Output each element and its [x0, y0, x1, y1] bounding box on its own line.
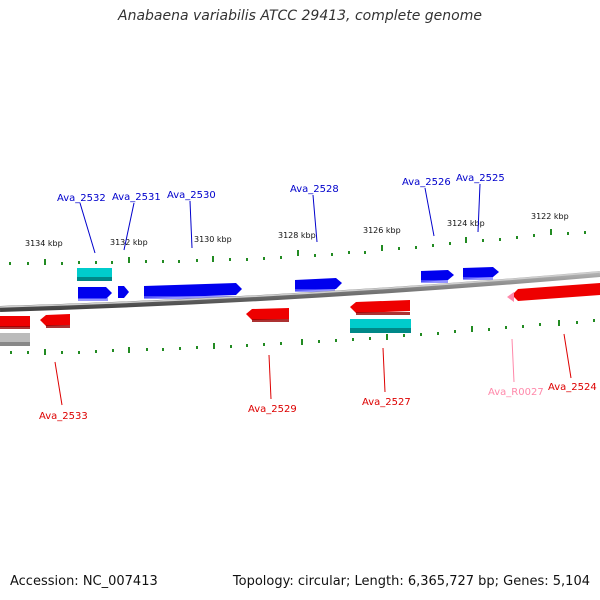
gene-ava-2528[interactable]: [295, 278, 342, 291]
gene-label-ava-2525[interactable]: Ava_2525: [456, 173, 505, 184]
scale-label: 3124 kbp: [447, 219, 485, 228]
gene-ava-2525[interactable]: [463, 267, 499, 279]
gene-ava-2526[interactable]: [421, 270, 454, 282]
leader-lines-top: [79, 183, 481, 254]
gene-label-ava-2533[interactable]: Ava_2533: [39, 411, 88, 422]
gene-label-ava-2526[interactable]: Ava_2526: [402, 177, 451, 188]
gene-label-ava-2529[interactable]: Ava_2529: [248, 404, 297, 415]
gene-ava-2524[interactable]: [512, 283, 600, 301]
feature-trna[interactable]: [507, 292, 514, 302]
scale-label: 3130 kbp: [194, 235, 232, 244]
feature-rna-top[interactable]: [77, 268, 112, 281]
scale-ticks-top: [9, 229, 586, 265]
gene-ava-2527[interactable]: [350, 300, 410, 313]
leader-line: [382, 347, 386, 393]
scale-label: 3128 kbp: [278, 231, 316, 240]
forward-genes: [78, 267, 499, 299]
scale-label: 3122 kbp: [531, 212, 569, 221]
leader-line: [268, 354, 272, 400]
scale-label: 3132 kbp: [110, 238, 148, 247]
gene-ava-2531[interactable]: [118, 286, 129, 298]
gene-label-ava-2532[interactable]: Ava_2532: [57, 193, 106, 204]
gene-ava-2533[interactable]: [40, 314, 70, 326]
leader-line: [511, 338, 515, 383]
gene-label-ava-2530[interactable]: Ava_2530: [167, 190, 216, 201]
topology-text: Topology: circular; Length: 6,365,727 bp…: [232, 574, 590, 589]
accession-text: Accession: NC_007413: [10, 574, 158, 589]
feature-pseudogene[interactable]: [0, 333, 30, 346]
scale-label: 3126 kbp: [363, 226, 401, 235]
scale-label: 3134 kbp: [25, 239, 63, 248]
feature-rna-bottom[interactable]: [350, 319, 411, 333]
genome-backbone: [0, 271, 600, 312]
gene-label-ava-r0027[interactable]: Ava_R0027: [488, 387, 544, 398]
leader-line: [563, 333, 572, 379]
reverse-genes: [0, 283, 600, 327]
gene-label-ava-2528[interactable]: Ava_2528: [290, 184, 339, 195]
gene-ava-2530[interactable]: [144, 283, 242, 298]
gene-label-ava-2527[interactable]: Ava_2527: [362, 397, 411, 408]
leader-line: [54, 361, 63, 406]
gene-ava-2529[interactable]: [246, 308, 289, 320]
map-title: Anabaena variabilis ATCC 29413, complete…: [118, 8, 482, 24]
gene-ava-2534[interactable]: [0, 316, 30, 327]
gene-ava-2532[interactable]: [78, 287, 112, 299]
scale-ticks-bottom: [10, 319, 595, 355]
gene-label-ava-2531[interactable]: Ava_2531: [112, 192, 161, 203]
gene-label-ava-2524[interactable]: Ava_2524: [548, 382, 597, 393]
